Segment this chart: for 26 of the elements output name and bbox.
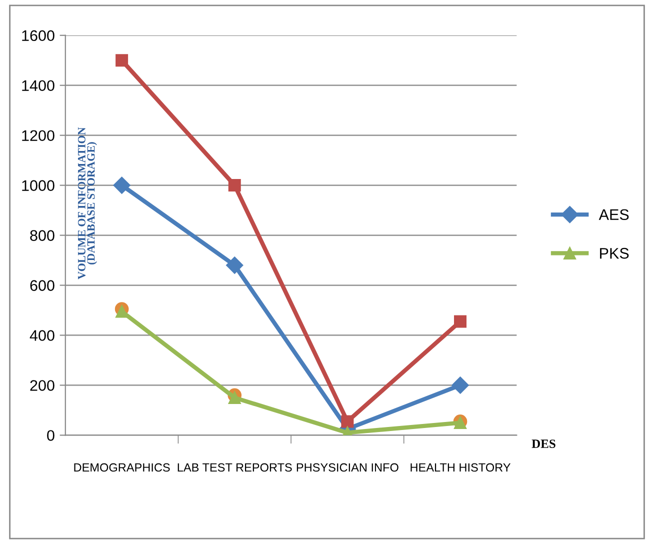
x-tick-label: DEMOGRAPHICS (74, 463, 170, 472)
point (452, 376, 469, 394)
y-tick-label: 1600 (22, 30, 54, 42)
x-tick-label: HEALTH HISTORY (410, 463, 511, 472)
y-tick-label: 1400 (22, 80, 54, 92)
point (341, 415, 354, 428)
y-tick-label: 800 (30, 230, 54, 241)
point (228, 391, 241, 404)
y-axis-title: VOLUME OF INFORMATION (DATABASE STORAGE) (78, 127, 97, 280)
y-tick-label: 0 (47, 430, 54, 441)
y-tick-label: 1200 (22, 130, 54, 142)
y-tick-label: 1000 (22, 180, 54, 191)
point (228, 179, 241, 192)
x-axis-title: DES (532, 440, 556, 448)
y-tick-label: 400 (30, 330, 54, 341)
point (113, 176, 130, 194)
point (116, 305, 128, 318)
point (116, 54, 128, 67)
point (454, 315, 467, 328)
point (226, 256, 244, 274)
y-tick-label: 200 (30, 380, 54, 391)
legend-label: AES (598, 209, 629, 220)
y-tick-label: 600 (30, 280, 54, 291)
x-tick-label: PHSYSICIAN INFO (296, 463, 398, 472)
x-tick-label: LAB TEST REPORTS (178, 463, 292, 472)
legend-label: PKS (600, 248, 629, 259)
